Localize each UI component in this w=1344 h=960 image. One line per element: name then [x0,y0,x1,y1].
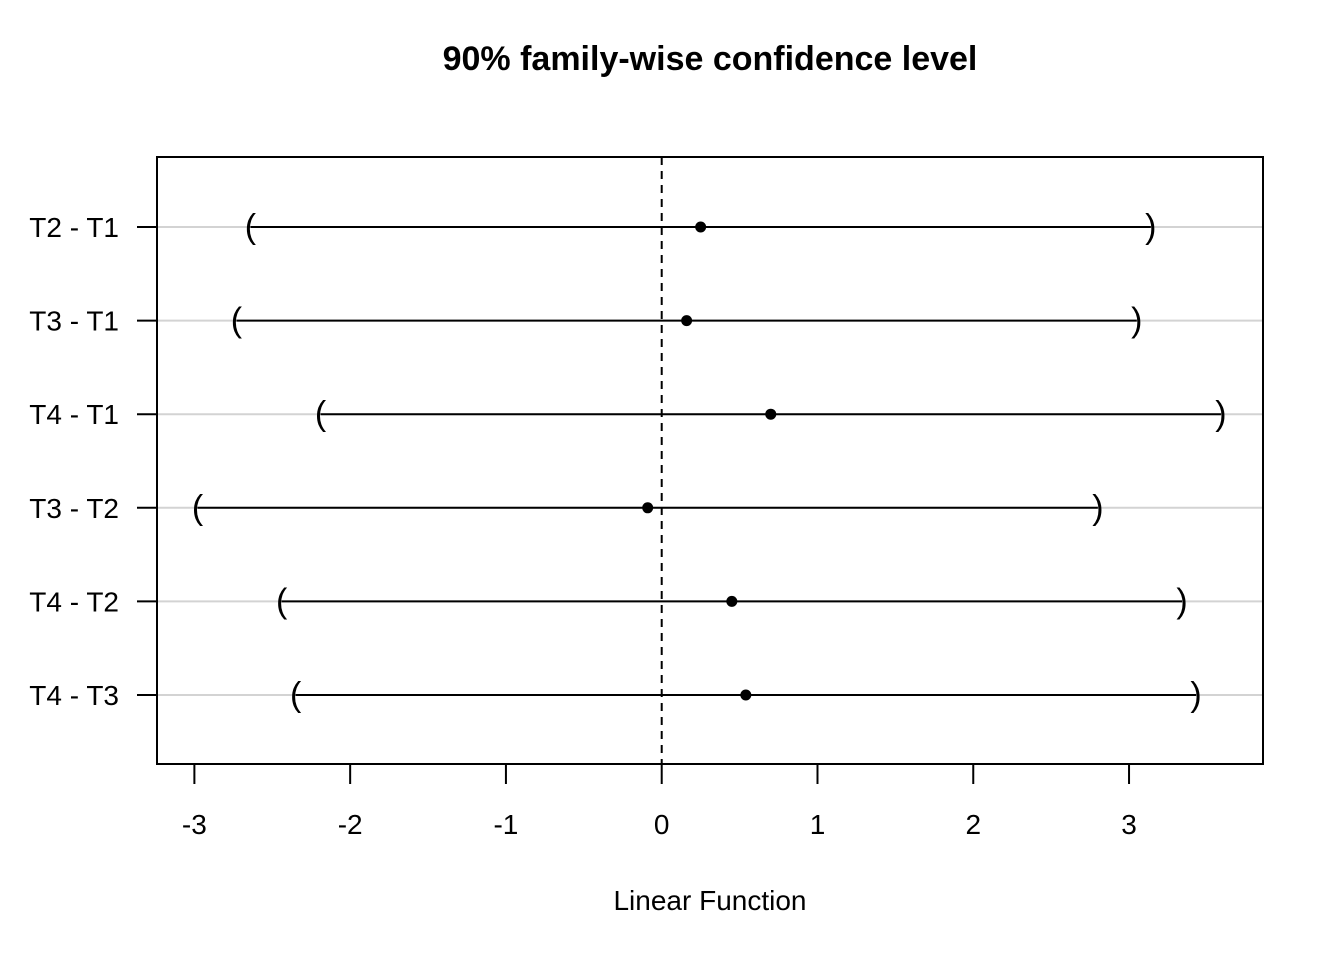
estimate-point [740,689,752,701]
interval-lower-bracket: ( [192,489,204,527]
y-tick-label: T3 - T2 [29,493,119,524]
x-tick-label: 2 [965,809,981,840]
interval-upper-bracket: ) [1092,489,1103,527]
interval-upper-bracket: ) [1190,676,1201,714]
interval-lower-bracket: ( [276,582,288,620]
x-tick-label: -2 [338,809,363,840]
y-tick-label: T4 - T3 [29,680,119,711]
interval-lower-bracket: ( [231,302,243,340]
x-axis: -3 -2 -1 0 1 2 3 [182,763,1137,840]
interval-row: () [245,208,1157,246]
estimate-point [695,221,707,233]
interval-upper-bracket: ) [1131,302,1142,340]
y-tick-label: T4 - T1 [29,399,119,430]
estimate-point [681,315,693,327]
interval-lower-bracket: ( [290,676,302,714]
y-axis: T2 - T1 T3 - T1 T4 - T1 T3 - T2 T4 - T2 T4 - … [29,212,157,711]
intervals: ()()()()()() [192,208,1227,714]
interval-upper-bracket: ) [1145,208,1156,246]
x-axis-label: Linear Function [613,885,806,916]
interval-row: () [231,302,1143,340]
interval-row: () [290,676,1202,714]
interval-row: () [276,582,1188,620]
x-tick-label: -3 [182,809,207,840]
x-tick-label: 3 [1121,809,1137,840]
interval-lower-bracket: ( [315,395,327,433]
interval-lower-bracket: ( [245,208,257,246]
y-tick-label: T2 - T1 [29,212,119,243]
grid-lines [157,226,1263,696]
chart-title: 90% family-wise confidence level [443,40,978,78]
estimate-point [642,502,654,514]
interval-row: () [315,395,1227,433]
interval-row: () [192,489,1104,527]
y-tick-label: T3 - T1 [29,306,119,337]
estimate-point [726,595,738,607]
interval-upper-bracket: ) [1215,395,1226,433]
x-tick-label: -1 [493,809,518,840]
x-tick-label: 0 [654,809,670,840]
y-tick-label: T4 - T2 [29,586,119,617]
plot-frame [156,156,1264,765]
x-tick-label: 1 [810,809,826,840]
interval-upper-bracket: ) [1176,582,1187,620]
estimate-point [765,408,777,420]
